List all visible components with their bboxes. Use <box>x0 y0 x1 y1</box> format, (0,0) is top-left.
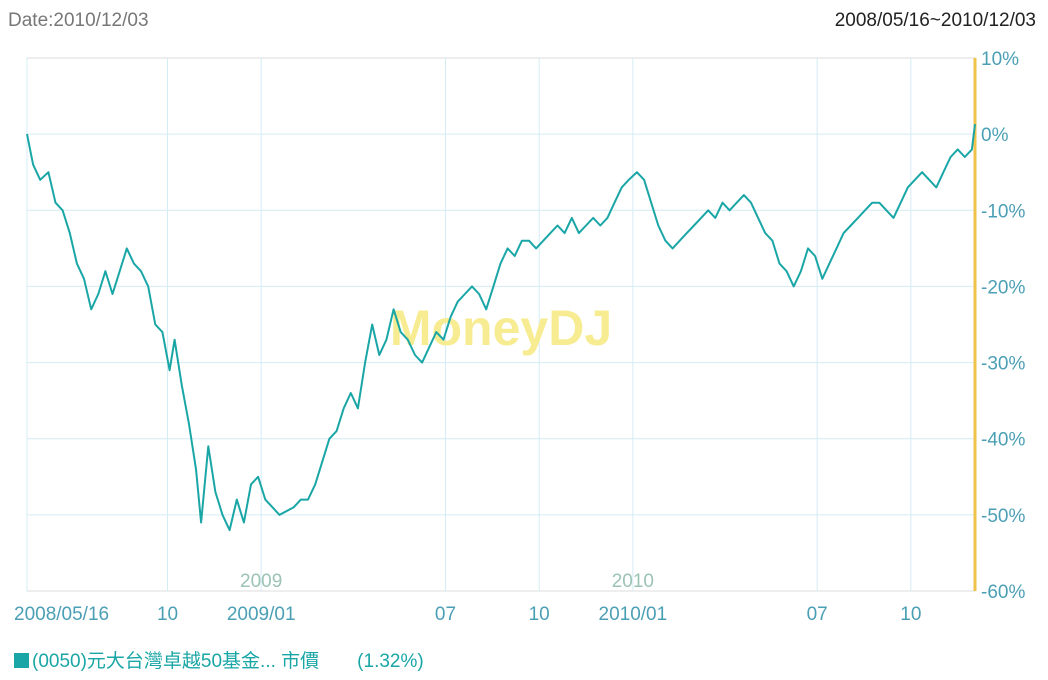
x-tick-label: 07 <box>807 604 828 625</box>
year-labels: 2009 2010 <box>240 571 654 592</box>
date-range-label: 2008/05/16~2010/12/03 <box>834 10 1036 31</box>
x-tick-label: 07 <box>435 604 456 625</box>
y-tick-label: 0% <box>981 125 1009 146</box>
x-tick-label: 10 <box>900 604 921 625</box>
y-tick-label: -40% <box>981 430 1025 451</box>
y-tick-label: -50% <box>981 506 1025 527</box>
y-tick-label: 10% <box>981 49 1019 70</box>
legend-series-label: (0050)元大台灣卓越50基金... 市價 <box>32 651 320 672</box>
y-tick-label: -30% <box>981 354 1025 375</box>
x-tick-label: 2009/01 <box>227 604 296 625</box>
series-line <box>26 123 976 532</box>
date-label: Date:2010/12/03 <box>8 10 149 31</box>
grid-lines <box>26 58 975 591</box>
x-tick-label: 2008/05/16 <box>14 604 109 625</box>
x-axis-ticks: 2008/05/16 10 2009/01 07 10 2010/01 07 10 <box>14 604 921 625</box>
y-tick-label: -60% <box>981 582 1025 603</box>
y-tick-label: -20% <box>981 277 1025 298</box>
watermark: MoneyDJ <box>390 300 612 356</box>
year-label: 2010 <box>612 571 654 592</box>
x-tick-label: 10 <box>157 604 178 625</box>
y-tick-label: -10% <box>981 201 1025 222</box>
y-axis-ticks: 10% 0% -10% -20% -30% -40% -50% -60% <box>981 49 1025 603</box>
legend: (0050)元大台灣卓越50基金... 市價 (1.32%) <box>14 646 424 673</box>
x-tick-label: 10 <box>529 604 550 625</box>
x-tick-label: 2010/01 <box>599 604 668 625</box>
series-layer <box>26 123 976 532</box>
legend-swatch <box>14 653 29 668</box>
legend-value: (1.32%) <box>357 651 424 672</box>
year-label: 2009 <box>240 571 282 592</box>
